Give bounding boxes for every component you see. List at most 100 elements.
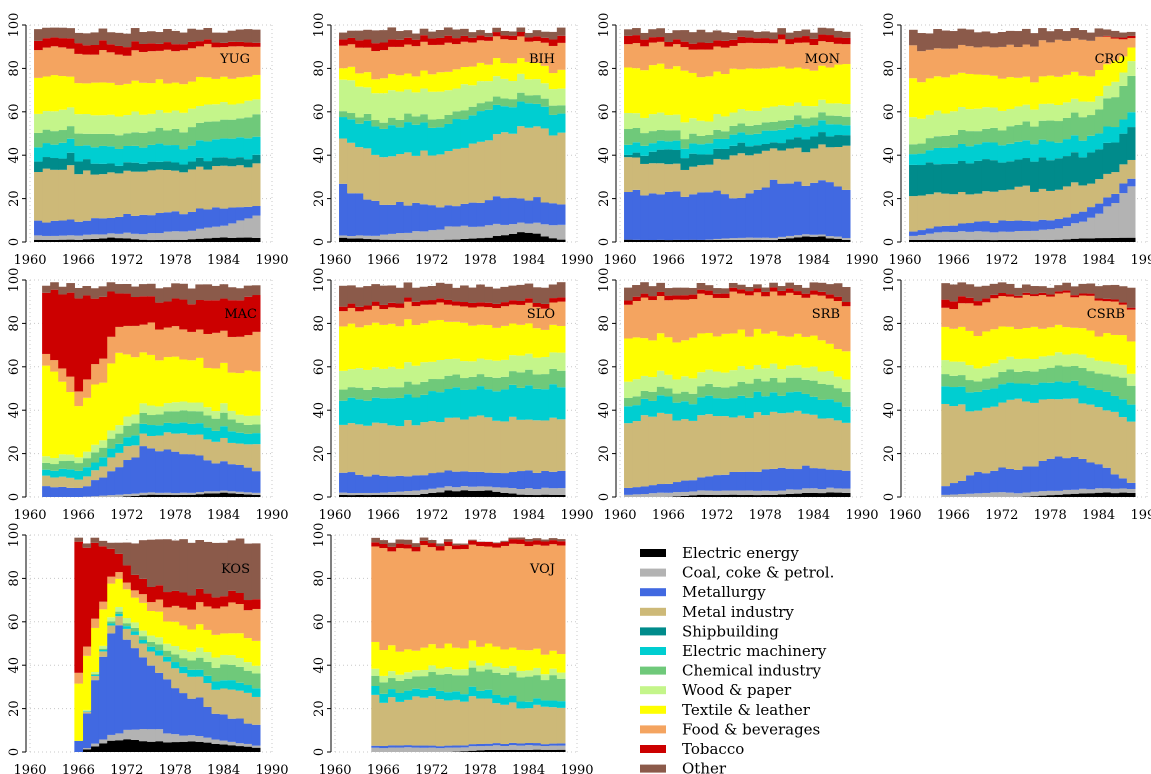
area-segment bbox=[548, 417, 558, 472]
x-tick-label: 1960 bbox=[603, 253, 636, 268]
area-segment bbox=[516, 670, 526, 678]
area-segment bbox=[989, 298, 999, 330]
area-segment bbox=[379, 682, 389, 694]
area-segment bbox=[1102, 173, 1112, 198]
area-segment bbox=[1078, 185, 1088, 212]
area-segment bbox=[728, 370, 738, 387]
area-segment bbox=[656, 28, 665, 38]
legend-label: Food & beverages bbox=[682, 720, 820, 738]
area-segment bbox=[1062, 382, 1071, 399]
area-segment bbox=[556, 35, 566, 43]
area-segment bbox=[1021, 383, 1031, 402]
series-other bbox=[624, 282, 851, 303]
area-segment bbox=[1086, 387, 1096, 405]
area-segment bbox=[777, 286, 786, 291]
area-segment bbox=[997, 359, 1007, 372]
area-segment bbox=[363, 400, 372, 426]
area-segment bbox=[736, 239, 746, 242]
area-segment bbox=[106, 583, 116, 618]
area-segment bbox=[435, 674, 445, 691]
area-segment bbox=[387, 285, 397, 303]
area-segment bbox=[632, 43, 641, 69]
area-segment bbox=[680, 287, 690, 296]
area-segment bbox=[339, 472, 348, 493]
area-segment bbox=[720, 398, 730, 417]
area-segment bbox=[696, 165, 706, 193]
area-segment bbox=[524, 742, 534, 746]
area-segment bbox=[793, 489, 803, 494]
area-segment bbox=[211, 368, 221, 412]
area-segment bbox=[403, 678, 413, 691]
area-segment bbox=[235, 220, 245, 238]
area-segment bbox=[753, 471, 762, 491]
area-segment bbox=[500, 302, 510, 307]
area-segment bbox=[387, 747, 397, 752]
area-segment bbox=[243, 467, 253, 493]
area-segment bbox=[917, 239, 926, 242]
area-segment bbox=[211, 430, 221, 442]
area-segment bbox=[451, 287, 461, 302]
area-segment bbox=[965, 297, 975, 304]
area-segment bbox=[672, 163, 682, 192]
area-segment bbox=[925, 239, 934, 242]
series-metallurgy bbox=[339, 183, 566, 237]
area-segment bbox=[235, 491, 245, 494]
area-segment bbox=[909, 164, 918, 197]
area-segment bbox=[411, 365, 421, 385]
area-segment bbox=[833, 488, 843, 493]
area-segment bbox=[532, 222, 542, 234]
area-segment bbox=[195, 494, 205, 497]
area-segment bbox=[251, 665, 261, 674]
area-segment bbox=[235, 443, 245, 465]
area-segment bbox=[379, 304, 389, 310]
area-segment bbox=[187, 48, 196, 82]
area-segment bbox=[777, 150, 786, 184]
area-segment bbox=[155, 213, 164, 234]
area-segment bbox=[163, 145, 172, 162]
area-segment bbox=[243, 746, 253, 752]
area-segment bbox=[395, 494, 405, 497]
series-wood-paper bbox=[371, 660, 566, 683]
area-segment bbox=[379, 693, 389, 703]
series-electric-energy bbox=[451, 749, 566, 752]
area-segment bbox=[138, 640, 148, 644]
series-metallurgy bbox=[42, 446, 261, 497]
area-segment bbox=[524, 708, 534, 743]
area-segment bbox=[769, 331, 778, 364]
area-segment bbox=[90, 537, 100, 543]
area-segment bbox=[1038, 103, 1047, 121]
area-segment bbox=[745, 239, 754, 242]
area-segment bbox=[712, 293, 722, 298]
y-tick-label: 40 bbox=[312, 147, 327, 164]
area-segment bbox=[106, 740, 116, 752]
area-segment bbox=[680, 47, 690, 71]
area-segment bbox=[508, 285, 518, 301]
area-segment bbox=[227, 431, 237, 443]
area-segment bbox=[640, 155, 649, 164]
legend-label: Chemical industry bbox=[682, 662, 822, 680]
area-segment bbox=[532, 698, 542, 705]
area-segment bbox=[403, 30, 413, 38]
area-segment bbox=[524, 419, 534, 471]
area-segment bbox=[1021, 358, 1031, 371]
area-segment bbox=[500, 198, 510, 225]
area-segment bbox=[1078, 458, 1088, 489]
area-segment bbox=[411, 547, 421, 552]
area-segment bbox=[632, 28, 641, 36]
area-segment bbox=[243, 138, 253, 160]
area-segment bbox=[777, 369, 786, 383]
area-segment bbox=[556, 113, 566, 133]
area-segment bbox=[1078, 295, 1088, 329]
area-segment bbox=[90, 218, 100, 235]
area-segment bbox=[66, 126, 75, 139]
area-segment bbox=[130, 286, 140, 298]
area-segment bbox=[227, 287, 237, 301]
area-segment bbox=[484, 486, 493, 491]
area-segment bbox=[58, 294, 67, 369]
area-segment bbox=[745, 37, 754, 43]
area-segment bbox=[476, 62, 485, 82]
area-segment bbox=[508, 304, 518, 324]
area-segment bbox=[251, 424, 261, 434]
area-segment bbox=[403, 548, 413, 650]
